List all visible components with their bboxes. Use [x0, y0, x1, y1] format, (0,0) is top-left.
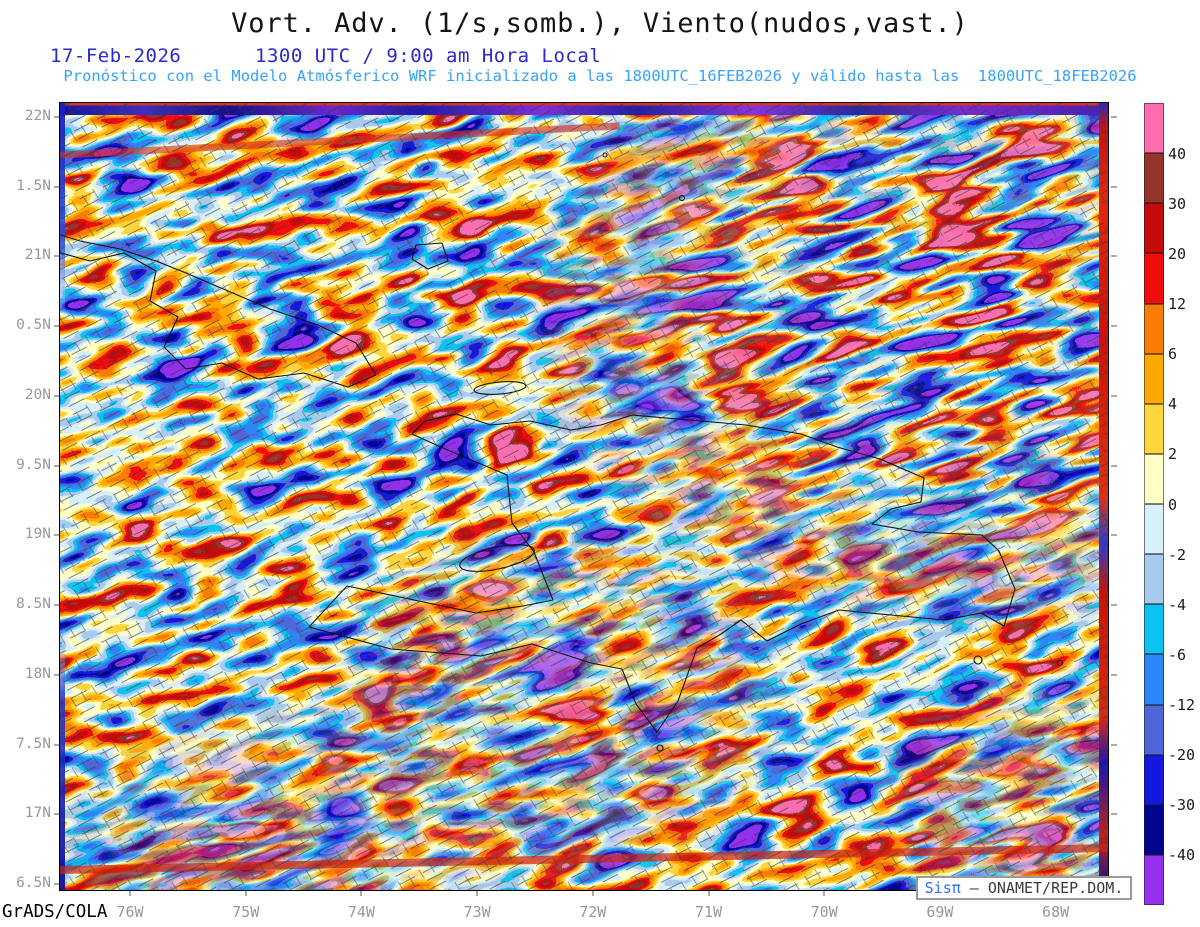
- lat-tick-label: 7.5N: [16, 735, 51, 752]
- wind-barb-hatch: [60, 103, 1108, 890]
- lat-tick-mark: [1111, 325, 1117, 328]
- lon-tick-mark: [707, 891, 710, 896]
- colorbar-cell: [1144, 153, 1164, 204]
- colorbar-tick-label: -4: [1168, 595, 1187, 614]
- colorbar-cell: [1144, 504, 1164, 555]
- lat-tick-mark: [1111, 673, 1117, 676]
- lon-tick-mark: [823, 891, 826, 896]
- colorbar-cell: [1144, 203, 1164, 254]
- lat-tick-mark: [1111, 464, 1117, 467]
- colorbar-cell: [1144, 453, 1164, 504]
- lon-tick-label: 76W: [116, 903, 144, 921]
- colorbar-cell: [1144, 854, 1164, 905]
- colorbar-tick-label: 40: [1168, 144, 1187, 163]
- colorbar-tick-label: -2: [1168, 545, 1187, 564]
- forecast-subtitle: Pronóstico con el Modelo Atmósferico WRF…: [63, 67, 1137, 85]
- colorbar-tick-label: -6: [1168, 645, 1187, 664]
- colorbar-cell: [1144, 303, 1164, 354]
- lon-tick-label: 71W: [694, 903, 723, 921]
- colorbar-tick-label: 30: [1168, 194, 1187, 213]
- colorbar-cell: [1144, 754, 1164, 805]
- lat-tick-label: 0.5N: [16, 317, 51, 334]
- lat-tick-label: 6.5N: [16, 875, 51, 892]
- lon-tick-label: 72W: [579, 903, 607, 921]
- lon-tick-mark: [244, 891, 247, 896]
- lat-tick-mark: [1111, 534, 1117, 537]
- colorbar-cell: [1144, 403, 1164, 454]
- chart-title: Vort. Adv. (1/s,somb.), Viento(nudos,vas…: [231, 8, 969, 39]
- lat-tick-mark: [1111, 394, 1117, 397]
- lon-tick-label: 73W: [463, 903, 491, 921]
- lat-tick-mark: [1111, 255, 1117, 258]
- lat-tick-label: 17N: [24, 805, 51, 822]
- colorbar-cell: [1144, 103, 1164, 154]
- lon-tick-mark: [360, 891, 363, 896]
- lat-tick-label: 19N: [24, 526, 51, 543]
- lon-tick-mark: [591, 891, 594, 896]
- valid-time: 1300 UTC / 9:00 am Hora Local: [255, 45, 602, 67]
- colorbar: [1144, 103, 1164, 905]
- lat-tick-mark: [1111, 604, 1117, 607]
- lat-tick-label: 18N: [24, 665, 51, 682]
- colorbar-tick-label: 6: [1168, 345, 1178, 364]
- lon-tick-label: 68W: [1042, 903, 1070, 921]
- sis-brand-text: Sisπ: [924, 879, 961, 897]
- vorticity-advection-field: [60, 103, 1108, 890]
- colorbar-tick-label: -20: [1168, 746, 1196, 765]
- colorbar-tick-label: -30: [1168, 796, 1196, 815]
- colorbar-tick-label: 20: [1168, 244, 1187, 263]
- lon-tick-mark: [476, 891, 479, 896]
- lon-tick-mark: [129, 891, 131, 896]
- colorbar-cell: [1144, 704, 1164, 755]
- lat-tick-label: 20N: [24, 386, 51, 403]
- lon-tick-label: 75W: [232, 903, 260, 921]
- map-canvas: [59, 102, 1109, 891]
- valid-date: 17-Feb-2026: [50, 45, 182, 67]
- colorbar-tick-label: 2: [1168, 445, 1178, 464]
- colorbar-cell: [1144, 353, 1164, 404]
- colorbar-cell: [1144, 604, 1164, 655]
- attribution-text: – ONAMET/REP.DOM.: [960, 879, 1124, 897]
- lat-tick-label: 22N: [24, 108, 51, 124]
- colorbar-cell: [1144, 253, 1164, 304]
- colorbar-cell: [1144, 554, 1164, 605]
- colorbar-tick-label: 4: [1168, 395, 1178, 414]
- lat-tick-mark: [1111, 813, 1117, 816]
- lon-tick-label: 69W: [926, 903, 954, 921]
- lat-tick-label: 1.5N: [16, 177, 51, 194]
- lat-tick-mark: [1111, 743, 1117, 746]
- attribution-box: Sisπ – ONAMET/REP.DOM.: [916, 876, 1132, 900]
- colorbar-tick-label: 12: [1168, 295, 1187, 313]
- lon-tick-label: 70W: [810, 903, 838, 921]
- lat-tick-label: 8.5N: [16, 596, 51, 613]
- colorbar-tick-label: -12: [1168, 696, 1196, 714]
- colorbar-tick-label: 0: [1168, 495, 1178, 514]
- lat-tick-label: 21N: [24, 247, 51, 264]
- lon-tick-label: 74W: [347, 903, 375, 921]
- lat-tick-mark: [1111, 116, 1117, 118]
- colorbar-tick-label: -40: [1168, 846, 1196, 865]
- grads-credit: GrADS/COLA: [2, 902, 108, 922]
- lat-tick-label: 9.5N: [16, 456, 51, 473]
- lat-tick-mark: [1111, 185, 1117, 188]
- colorbar-cell: [1144, 654, 1164, 705]
- colorbar-cell: [1144, 804, 1164, 855]
